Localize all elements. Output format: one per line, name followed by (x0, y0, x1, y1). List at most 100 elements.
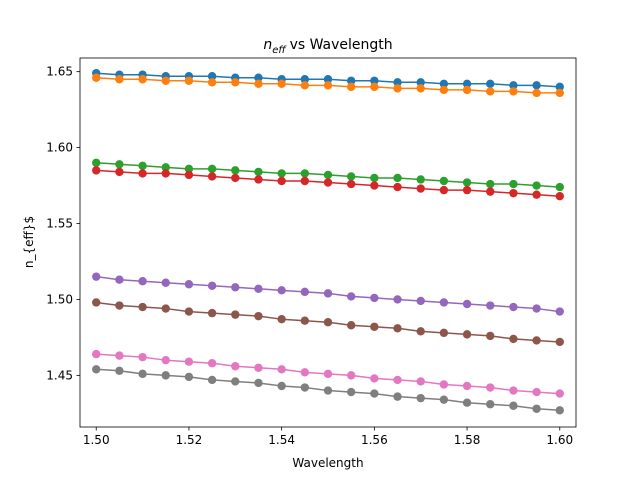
data-point (207, 164, 217, 174)
data-point (231, 377, 240, 386)
data-point (323, 386, 333, 395)
x-tick-label: 1.52 (176, 433, 203, 447)
axes-frame (79, 57, 577, 428)
data-point (323, 369, 333, 379)
data-point (138, 352, 147, 362)
data-point (115, 351, 124, 360)
data-point (462, 398, 472, 407)
series-7 (92, 349, 564, 398)
data-point (462, 178, 472, 187)
x-tick-label: 1.50 (83, 433, 110, 447)
data-point (161, 355, 170, 365)
data-point (207, 78, 217, 87)
data-point (486, 301, 495, 310)
data-point (346, 371, 356, 380)
data-point (416, 175, 425, 184)
data-point (532, 88, 541, 98)
data-point (346, 76, 356, 85)
data-point (115, 366, 124, 376)
data-point (393, 173, 402, 183)
data-point (115, 301, 124, 310)
data-point (161, 371, 170, 380)
data-point (509, 81, 518, 90)
series-6 (92, 298, 564, 347)
data-point (92, 298, 101, 307)
data-point (254, 79, 263, 89)
data-point (323, 75, 333, 84)
data-point (462, 330, 472, 339)
data-point (207, 172, 217, 181)
data-point (555, 182, 564, 192)
data-point (138, 161, 147, 171)
data-point (416, 84, 425, 93)
data-point (346, 172, 356, 181)
data-point (207, 375, 217, 385)
data-point (439, 298, 449, 307)
data-point (254, 378, 263, 388)
data-point (555, 88, 564, 98)
data-point (393, 324, 402, 333)
data-point (231, 310, 240, 319)
data-point (300, 287, 310, 297)
data-point (254, 73, 263, 82)
plot-area (80, 58, 576, 427)
y-axis-ticks: 1.45 1.50 1.55 1.60 1.65 (46, 65, 80, 382)
data-point (370, 173, 379, 183)
y-tick-label: 1.60 (46, 141, 73, 155)
series-3 (92, 158, 564, 192)
data-point (254, 175, 263, 184)
data-point (439, 185, 449, 195)
data-point (486, 179, 495, 189)
y-tick-label: 1.55 (46, 217, 73, 231)
data-point (555, 82, 564, 92)
data-point (161, 304, 170, 313)
data-point (323, 178, 333, 187)
data-point (439, 380, 449, 389)
data-point (555, 307, 564, 316)
data-point (370, 293, 379, 303)
data-point (532, 404, 541, 413)
data-point (277, 169, 286, 178)
data-point (231, 283, 240, 292)
data-point (393, 392, 402, 401)
data-point (254, 363, 263, 372)
series-4 (92, 166, 564, 201)
data-point (277, 365, 286, 374)
data-point (323, 81, 333, 90)
data-point (277, 381, 286, 391)
y-tick-label: 1.50 (46, 292, 73, 306)
data-point (532, 81, 541, 90)
data-point (509, 302, 518, 312)
data-point (370, 322, 379, 331)
data-point (532, 336, 541, 345)
data-point (393, 78, 402, 87)
y-tick-label: 1.65 (46, 65, 73, 79)
data-point (161, 163, 170, 172)
data-point (231, 173, 240, 183)
x-tick-label: 1.60 (546, 433, 573, 447)
data-point (300, 176, 310, 186)
data-point (184, 164, 194, 174)
x-tick-label: 1.56 (361, 433, 388, 447)
series-8 (92, 365, 564, 415)
chart-title: neff vs Wavelength (263, 37, 392, 56)
data-point (393, 182, 402, 192)
data-point (254, 311, 263, 321)
data-point (277, 79, 286, 89)
data-point (323, 289, 333, 298)
data-point (346, 321, 356, 330)
data-point (416, 327, 425, 336)
data-point (370, 374, 379, 383)
data-point (161, 169, 170, 178)
data-point (231, 78, 240, 87)
data-point (509, 87, 518, 96)
data-point (300, 316, 310, 325)
data-point (138, 75, 147, 84)
data-point (509, 179, 518, 189)
data-point (346, 82, 356, 92)
data-point (532, 190, 541, 199)
y-tick-label: 1.45 (46, 368, 73, 382)
title-subscript: eff (272, 45, 287, 56)
data-point (555, 389, 564, 398)
